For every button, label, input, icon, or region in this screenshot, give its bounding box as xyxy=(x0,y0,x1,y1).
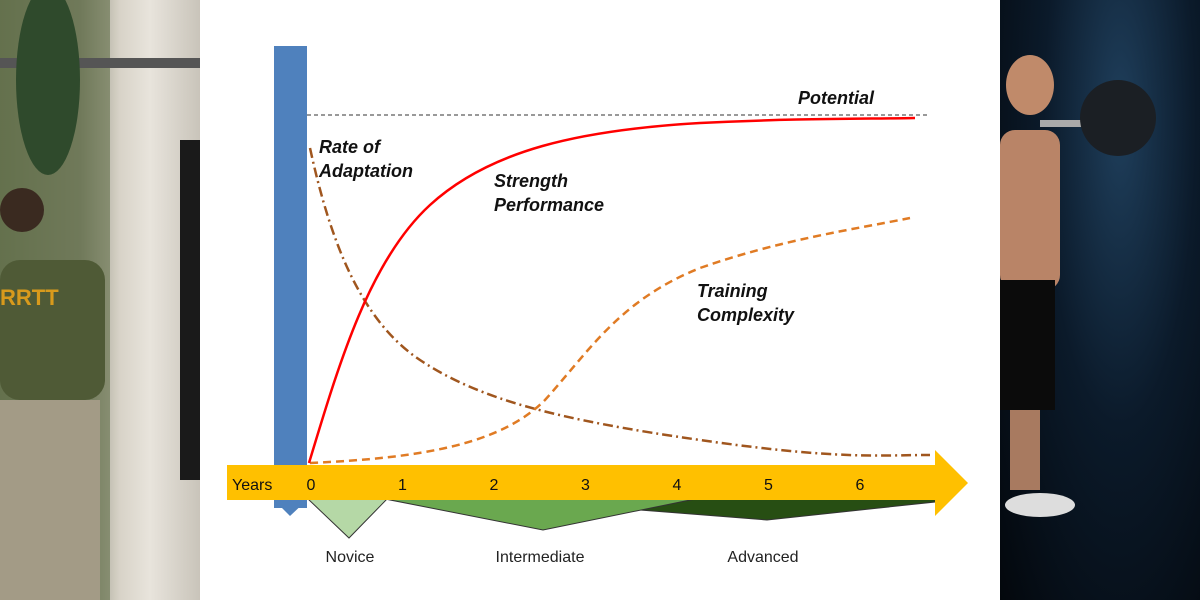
novice-stage-shape xyxy=(305,497,390,539)
training-complexity-curve xyxy=(309,216,911,465)
potential-label: Potential xyxy=(798,88,875,108)
axis-tick-label: 4 xyxy=(673,477,682,494)
axis-tick-label: 5 xyxy=(764,477,773,494)
axis-tick-label: 0 xyxy=(307,477,316,494)
strength-performance-label: Strength Performance xyxy=(494,171,604,215)
svg-text:RRTT: RRTT xyxy=(0,285,59,310)
rate-of-adaptation-label: Rate of Adaptation xyxy=(318,137,413,181)
training-complexity-label: Training Complexity xyxy=(697,281,795,325)
axis-tick-label: 6 xyxy=(856,477,865,494)
axis-tick-label: 2 xyxy=(490,477,499,494)
left-photo-soldier-barbell: RRTT xyxy=(0,0,200,600)
stage-intermediate: Intermediate xyxy=(496,549,585,566)
right-photo-man-barbell xyxy=(1000,0,1200,600)
start-bar xyxy=(274,46,307,508)
rate-of-adaptation-curve xyxy=(308,147,931,457)
stage-advanced: Advanced xyxy=(727,549,798,566)
axis-tick-label: 3 xyxy=(581,477,590,494)
years-axis-arrow xyxy=(227,450,968,516)
strength-performance-curve xyxy=(307,116,916,464)
intermediate-stage-shape xyxy=(379,497,701,531)
axis-label: Years xyxy=(232,477,272,494)
left-photo-art: RRTT xyxy=(0,0,200,600)
axis-tick-label: 1 xyxy=(398,477,407,494)
stage-novice: Novice xyxy=(326,549,375,566)
right-photo-art xyxy=(1000,55,1156,517)
